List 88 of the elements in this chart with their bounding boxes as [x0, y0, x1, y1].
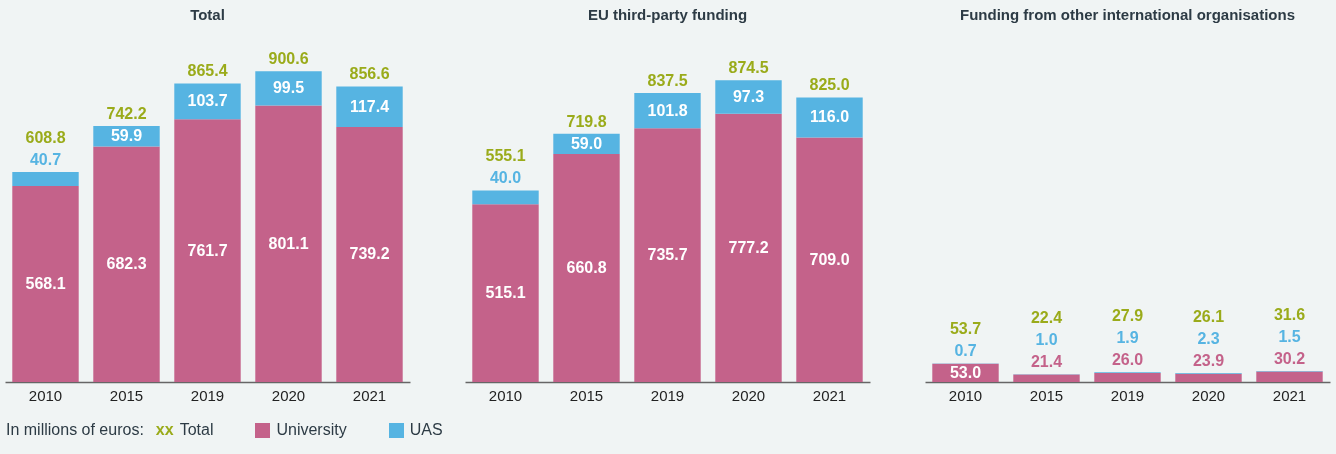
data-label: 101.8 [647, 101, 688, 119]
total-label: 26.1 [1192, 307, 1225, 325]
data-label: 21.4 [1030, 353, 1063, 371]
bar [336, 86, 403, 127]
data-label: 1.5 [1278, 328, 1301, 346]
bar [1094, 373, 1161, 382]
data-label: 739.2 [349, 245, 390, 263]
total-label: 608.8 [25, 128, 66, 146]
data-label: 103.7 [187, 92, 228, 110]
bar [796, 97, 863, 138]
data-label: 0.7 [954, 342, 977, 360]
data-label: 660.8 [566, 259, 607, 277]
data-label: 735.7 [647, 246, 688, 264]
text: xx Total [155, 421, 214, 439]
chart-title: EU third-party funding [587, 6, 748, 23]
legend-title: In millions of euros: [6, 421, 144, 439]
total-label: 22.4 [1030, 309, 1063, 327]
total-label: 719.8 [566, 112, 607, 130]
data-label: 30.2 [1273, 350, 1306, 368]
total-label: 31.6 [1273, 306, 1306, 324]
bar [472, 204, 539, 382]
total-label: 742.2 [106, 104, 147, 122]
data-label: 23.9 [1192, 351, 1225, 369]
chart-title: Funding from other international organisations [959, 6, 1296, 23]
bar [12, 171, 79, 187]
bar [93, 146, 160, 382]
data-label: 1.0 [1035, 331, 1058, 349]
data-label: 2.3 [1197, 329, 1220, 347]
x-tick-label: 2015 [109, 386, 144, 404]
bar [1013, 374, 1080, 382]
bar [174, 83, 241, 120]
bar [472, 190, 539, 205]
bar [1256, 371, 1323, 382]
x-tick-label: 2020 [1191, 386, 1226, 404]
data-label: 1.9 [1116, 329, 1139, 347]
bar [715, 80, 782, 114]
x-tick-label: 2010 [948, 386, 983, 404]
data-label: 59.9 [110, 127, 143, 145]
total-label: 874.5 [728, 59, 769, 77]
bar [174, 119, 241, 382]
total-label: 900.6 [268, 50, 309, 68]
x-tick-label: 2010 [488, 386, 523, 404]
data-label: 761.7 [187, 241, 228, 259]
legend-label: University [276, 421, 347, 439]
data-label: 26.0 [1111, 351, 1144, 369]
x-tick-label: 2015 [1029, 386, 1064, 404]
x-tick-label: 2019 [190, 386, 225, 404]
x-tick-label: 2021 [352, 386, 387, 404]
x-tick-label: 2020 [271, 386, 306, 404]
x-tick-label: 2010 [28, 386, 63, 404]
bar [255, 71, 322, 106]
total-label: 555.1 [485, 147, 526, 165]
x-tick-label: 2020 [731, 386, 766, 404]
bar [1175, 373, 1242, 382]
total-label: 825.0 [809, 76, 850, 94]
data-label: 116.0 [809, 108, 850, 126]
data-label: 709.0 [809, 250, 850, 268]
bar [634, 128, 701, 382]
data-label: 801.1 [268, 234, 309, 252]
data-label: 59.0 [570, 134, 603, 152]
data-label: 515.1 [485, 284, 526, 302]
x-tick-label: 2015 [569, 386, 604, 404]
x-tick-label: 2021 [1272, 386, 1307, 404]
total-label: 53.7 [949, 320, 982, 338]
data-label: 682.3 [106, 255, 147, 273]
legend-label: UAS [409, 421, 443, 439]
data-label: 777.2 [728, 238, 769, 256]
bar [796, 137, 863, 382]
data-label: 53.0 [949, 363, 982, 381]
bar [336, 126, 403, 382]
bar [553, 154, 620, 382]
x-tick-label: 2019 [1110, 386, 1145, 404]
chart-title: Total [190, 6, 225, 23]
data-label: 40.7 [29, 150, 62, 168]
data-label: 97.3 [732, 88, 765, 106]
total-label: 865.4 [187, 62, 228, 80]
data-label: 117.4 [349, 97, 390, 115]
bar [715, 113, 782, 382]
total-label: 837.5 [647, 72, 688, 90]
data-label: 99.5 [272, 79, 305, 97]
data-label: 568.1 [25, 275, 66, 292]
data-label: 40.0 [489, 169, 522, 187]
total-label: 27.9 [1111, 307, 1144, 325]
total-label: 856.6 [349, 65, 390, 83]
x-tick-label: 2021 [812, 386, 847, 404]
x-tick-label: 2019 [650, 386, 685, 404]
bar [255, 105, 322, 382]
bar [12, 186, 79, 382]
